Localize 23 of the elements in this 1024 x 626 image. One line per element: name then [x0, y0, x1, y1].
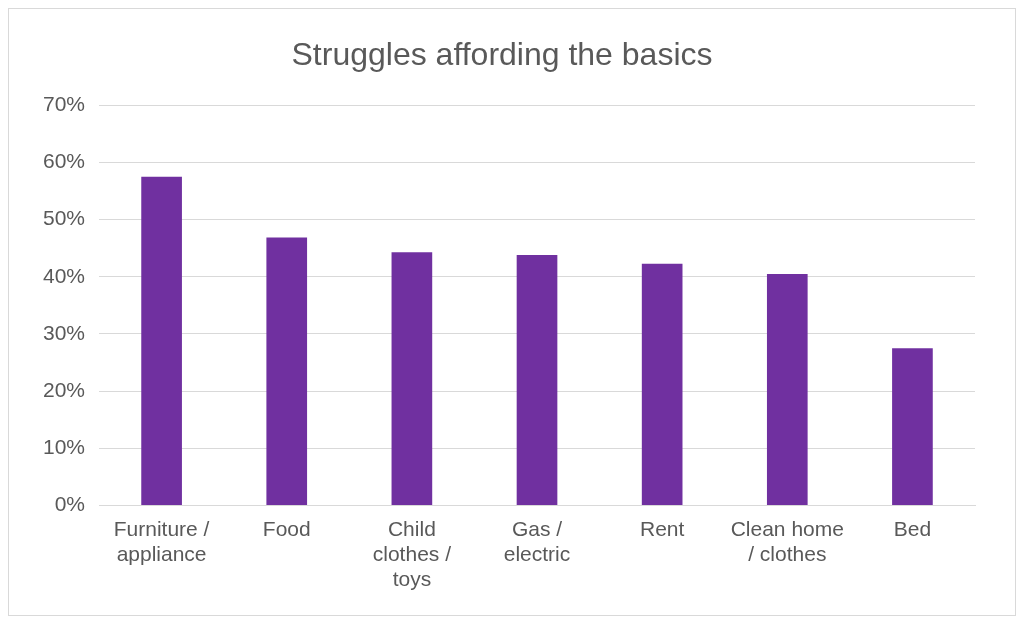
x-tick-label: Food: [262, 516, 311, 540]
x-tick-label: Bed: [893, 516, 932, 540]
bar: [892, 348, 933, 505]
bar: [141, 176, 182, 505]
bar: [766, 273, 808, 505]
bar: [641, 263, 683, 505]
y-tick-label: 70%: [43, 92, 86, 116]
y-tick-label: 30%: [43, 320, 86, 344]
x-tick-label: Child clothes / toys: [372, 516, 452, 591]
x-tick-label: Rent: [639, 516, 685, 540]
chart-title: Struggles affording the basics: [291, 36, 713, 73]
y-tick-label: 20%: [43, 377, 86, 401]
y-tick-label: 40%: [43, 263, 86, 287]
x-tick-label: Furniture / appliance: [113, 516, 210, 565]
y-tick-label: 10%: [43, 435, 86, 459]
bar: [266, 237, 308, 505]
x-tick-label: Gas / electric: [503, 516, 571, 565]
y-tick-label: 50%: [43, 206, 86, 230]
y-tick-label: 60%: [43, 149, 86, 173]
bar: [391, 252, 433, 505]
y-tick-label: 0%: [54, 492, 86, 516]
bar: [516, 255, 558, 505]
x-tick-label: Clean home / clothes: [730, 516, 844, 565]
